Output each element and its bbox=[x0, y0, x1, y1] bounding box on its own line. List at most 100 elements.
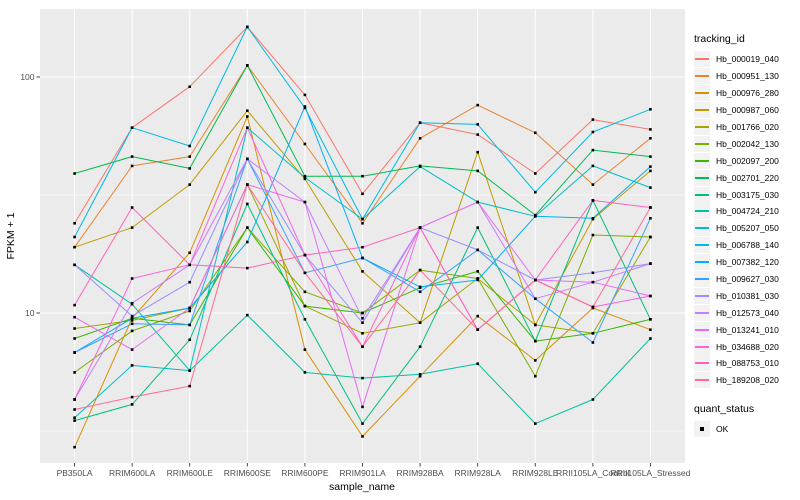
data-point bbox=[130, 164, 134, 168]
x-tick-label: RRII105LA_Control bbox=[556, 468, 630, 478]
data-point bbox=[591, 148, 595, 152]
legend-entry-Hb_000976_280: Hb_000976_280 bbox=[694, 85, 800, 102]
data-point bbox=[361, 192, 364, 196]
data-point bbox=[188, 309, 191, 313]
legend-key-swatch bbox=[694, 287, 710, 304]
data-point bbox=[361, 405, 364, 409]
data-point bbox=[188, 167, 191, 170]
data-point bbox=[361, 217, 364, 221]
data-point bbox=[130, 206, 134, 209]
x-tick-label: RRII105LA_Stressed bbox=[611, 468, 691, 478]
data-point bbox=[188, 369, 191, 372]
data-point bbox=[591, 398, 595, 401]
data-point bbox=[649, 337, 652, 340]
data-point bbox=[649, 262, 652, 265]
data-point bbox=[130, 319, 134, 322]
data-point bbox=[361, 256, 364, 260]
data-point bbox=[188, 384, 191, 388]
data-point bbox=[361, 311, 364, 315]
legend-key-swatch bbox=[694, 119, 710, 135]
legend-key-swatch bbox=[694, 421, 710, 438]
data-point bbox=[418, 137, 422, 140]
legend-key-line-icon bbox=[695, 210, 709, 213]
legend-entry-Hb_009627_030: Hb_009627_030 bbox=[694, 271, 800, 288]
data-point bbox=[591, 332, 595, 335]
y-tick-label: 100 bbox=[20, 72, 34, 82]
data-point bbox=[130, 364, 134, 367]
legend-key-line-icon bbox=[695, 244, 709, 247]
legend-entry-label: Hb_000987_060 bbox=[716, 105, 779, 116]
data-point bbox=[303, 348, 307, 351]
data-point bbox=[591, 164, 595, 168]
legend-key-swatch bbox=[694, 85, 710, 102]
data-point bbox=[591, 199, 595, 202]
legend-entry-label: Hb_001766_020 bbox=[716, 122, 779, 132]
legend-key-line-icon bbox=[695, 193, 709, 196]
data-point bbox=[649, 328, 652, 331]
legend-title-tracking-id: tracking_id bbox=[694, 33, 745, 45]
data-point bbox=[476, 226, 479, 229]
data-point bbox=[246, 202, 249, 206]
legend-key-line-icon bbox=[695, 58, 709, 61]
data-point bbox=[418, 121, 422, 124]
data-point bbox=[361, 222, 364, 225]
data-point bbox=[246, 240, 249, 244]
legend-title-quant-status: quant_status bbox=[694, 402, 755, 415]
data-point bbox=[649, 294, 652, 298]
legend-entry-Hb_002042_130: Hb_002042_130 bbox=[694, 135, 800, 152]
data-point bbox=[418, 285, 422, 289]
data-point bbox=[534, 278, 537, 282]
data-point bbox=[130, 348, 134, 351]
legend-entry-Hb_012573_040: Hb_012573_040 bbox=[694, 304, 800, 321]
legend-key-line-icon bbox=[695, 109, 709, 112]
data-point bbox=[73, 263, 76, 267]
data-point bbox=[73, 245, 76, 249]
data-point bbox=[130, 226, 134, 229]
legend-key-line-icon bbox=[695, 176, 709, 179]
data-point bbox=[476, 362, 479, 365]
legend-entry-label: Hb_005207_050 bbox=[716, 223, 779, 234]
legend-key-swatch bbox=[694, 203, 710, 220]
data-point bbox=[361, 174, 364, 178]
legend-entry-label: OK bbox=[716, 424, 729, 435]
data-point bbox=[303, 142, 307, 146]
legend-entry-label: Hb_000951_130 bbox=[716, 71, 779, 82]
legend-key-swatch bbox=[694, 152, 710, 169]
data-point bbox=[649, 165, 652, 168]
data-point bbox=[130, 395, 134, 399]
data-point bbox=[534, 422, 537, 425]
data-point bbox=[591, 217, 595, 220]
data-point bbox=[476, 200, 479, 204]
data-point bbox=[303, 304, 307, 308]
x-tick-label: RRIM600LA bbox=[109, 468, 156, 478]
legend-key-line-icon bbox=[695, 294, 709, 297]
data-point bbox=[130, 301, 134, 305]
legend-entry-Hb_002701_220: Hb_002701_220 bbox=[694, 169, 800, 186]
data-point bbox=[534, 215, 537, 218]
y-tick-label: 10 bbox=[25, 308, 35, 318]
x-tick-label: RRIM928BA bbox=[396, 468, 444, 478]
legend-entry-label: Hb_003175_030 bbox=[716, 189, 779, 200]
legend-key-line-icon bbox=[695, 92, 709, 95]
legend-key-swatch bbox=[694, 68, 710, 85]
legend-entry-label: Hb_013241_010 bbox=[716, 324, 779, 335]
legend-key-swatch bbox=[694, 355, 710, 372]
data-point bbox=[246, 313, 249, 317]
legend-key-swatch bbox=[694, 169, 710, 186]
data-point bbox=[418, 321, 422, 324]
data-point bbox=[361, 245, 364, 249]
legend-key-swatch bbox=[694, 304, 710, 321]
data-point bbox=[246, 64, 249, 67]
data-point bbox=[476, 169, 479, 173]
legend-key-line-icon bbox=[695, 311, 709, 314]
legend-entry-label: Hb_088753_010 bbox=[716, 358, 779, 369]
legend-entry-Hb_000019_040: Hb_000019_040 bbox=[694, 51, 800, 68]
data-point bbox=[534, 374, 537, 378]
x-tick-label: RRIM600SE bbox=[224, 468, 272, 478]
x-tick-label: RRIM928LE bbox=[512, 468, 559, 478]
legend-entry-Hb_006788_140: Hb_006788_140 bbox=[694, 237, 800, 254]
legend-entry-Hb_001766_020: Hb_001766_020 bbox=[694, 119, 800, 136]
legend-key-swatch bbox=[694, 321, 710, 338]
data-point bbox=[591, 280, 595, 284]
